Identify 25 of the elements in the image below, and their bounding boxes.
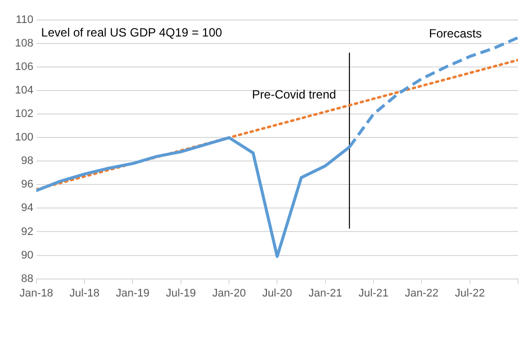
annotation: Pre-Covid trend <box>252 87 336 102</box>
x-tick-label: Jan-20 <box>212 287 246 300</box>
y-tick-label: 110 <box>16 14 34 26</box>
y-tick-label: 88 <box>21 272 34 285</box>
x-tick-label: Jul-22 <box>454 287 485 300</box>
y-tick-label: 100 <box>14 132 34 144</box>
y-tick-label: 90 <box>21 249 34 262</box>
x-tick-label: Jul-20 <box>262 287 292 300</box>
x-tick-label: Jan-22 <box>404 287 438 300</box>
annotation: Level of real US GDP 4Q19 = 100 <box>41 25 222 40</box>
y-tick-label: 102 <box>14 108 34 120</box>
y-tick-label: 104 <box>14 84 34 97</box>
x-tick-label: Jul-21 <box>358 287 388 300</box>
annotation: Forecasts <box>429 26 482 41</box>
y-tick-label: 96 <box>21 178 34 191</box>
y-tick-label: 106 <box>14 61 34 74</box>
x-tick-label: Jan-19 <box>116 287 150 300</box>
y-tick-label: 92 <box>21 226 34 238</box>
y-tick-label: 94 <box>21 202 34 214</box>
x-tick-label: Jan-21 <box>308 287 342 300</box>
x-tick-label: Jan-18 <box>20 287 54 300</box>
y-tick-label: 98 <box>21 155 34 168</box>
x-tick-label: Jul-19 <box>166 287 196 300</box>
x-tick-label: Jul-18 <box>70 287 100 300</box>
y-tick-label: 108 <box>14 38 34 50</box>
